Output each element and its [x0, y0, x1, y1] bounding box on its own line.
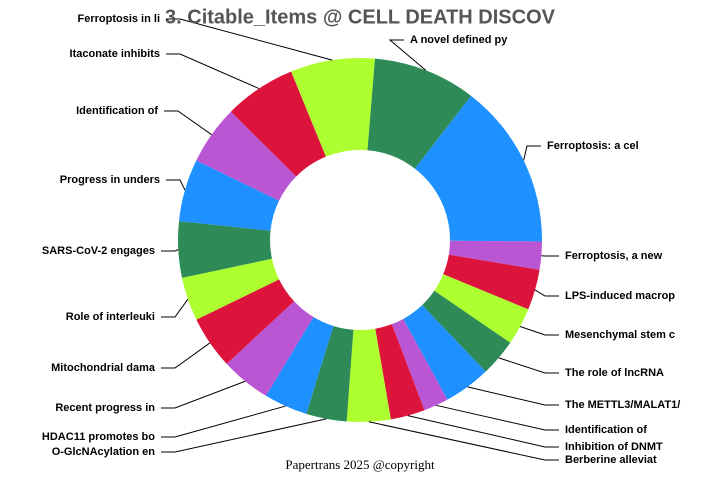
leader-line — [166, 179, 186, 191]
footer: Papertrans 2025 @copyright — [285, 457, 435, 472]
slice-label: LPS-induced macrop — [565, 290, 675, 302]
slice-label: Role of interleuki — [66, 311, 155, 323]
slice-label: The role of lncRNA — [565, 367, 664, 379]
leader-line — [166, 53, 260, 90]
slice — [375, 324, 425, 420]
slice — [196, 111, 297, 201]
slice — [291, 58, 375, 157]
slice — [414, 95, 542, 242]
slice — [443, 254, 540, 310]
slice — [230, 71, 326, 177]
slice-label: Mesenchymal stem c — [565, 329, 675, 341]
slice — [226, 301, 314, 396]
slice-label: Ferroptosis: a cel — [547, 140, 639, 152]
leader-line — [498, 357, 559, 374]
leader-line — [407, 415, 559, 448]
leader-line — [161, 418, 327, 453]
leader-line — [368, 421, 559, 461]
slice-label: Ferroptosis, a new — [565, 250, 663, 262]
slice — [181, 258, 280, 320]
slice — [196, 279, 295, 364]
leader-line — [435, 404, 559, 431]
leader-line — [534, 289, 559, 297]
slice-label: Identification of — [76, 105, 158, 117]
slice — [178, 160, 280, 231]
slice-label: O-GlcNAcylation en — [52, 446, 156, 458]
leader-line — [164, 110, 212, 136]
leader-line — [388, 39, 427, 71]
slice — [265, 317, 334, 414]
slice — [306, 325, 354, 422]
leader-line — [519, 326, 559, 336]
leader-line — [161, 405, 286, 438]
leader-line — [161, 298, 189, 318]
slice-label: Identification of — [565, 424, 647, 436]
leader-line — [161, 342, 211, 369]
slice — [367, 58, 472, 169]
slice-label: A novel defined py — [410, 34, 508, 46]
slice-label: SARS-CoV-2 engages — [42, 245, 155, 257]
slice-label: HDAC11 promotes bo — [42, 431, 155, 443]
slice — [391, 318, 448, 411]
slice-label: Ferroptosis in li — [77, 13, 160, 25]
chart-title: 3. Citable_Items @ CELL DEATH DISCOV — [165, 6, 556, 28]
leader-line — [161, 249, 179, 252]
slice — [422, 290, 511, 372]
leader-line — [166, 18, 333, 61]
leader-line — [161, 380, 246, 409]
slice — [178, 221, 272, 278]
leader-line — [523, 145, 541, 161]
slice — [346, 328, 391, 423]
leader-line — [467, 386, 559, 406]
slice-label: The METTL3/MALAT1/ — [565, 399, 680, 411]
slice-label: Progress in unders — [60, 174, 160, 186]
slice — [434, 274, 529, 343]
slice — [403, 305, 486, 400]
slice-label: Inhibition of DNMT — [565, 441, 663, 453]
slice — [448, 240, 542, 270]
slice-label: Mitochondrial dama — [51, 362, 156, 374]
slice-label: Recent progress in — [55, 402, 155, 414]
slice-label: Berberine alleviat — [565, 454, 657, 466]
slice-label: Itaconate inhibits — [70, 48, 160, 60]
